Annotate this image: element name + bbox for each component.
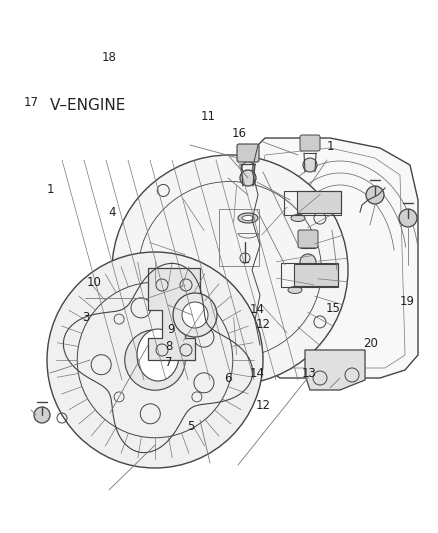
Ellipse shape — [242, 215, 254, 221]
Text: 13: 13 — [301, 367, 316, 379]
Circle shape — [240, 170, 256, 186]
Text: 7: 7 — [165, 356, 173, 369]
Polygon shape — [148, 268, 200, 360]
Text: 5: 5 — [187, 420, 194, 433]
Text: 19: 19 — [400, 295, 415, 308]
Ellipse shape — [238, 213, 258, 223]
Ellipse shape — [291, 214, 305, 222]
FancyBboxPatch shape — [297, 191, 341, 213]
FancyBboxPatch shape — [298, 230, 318, 248]
Text: V–ENGINE: V–ENGINE — [50, 98, 127, 112]
Text: 1: 1 — [46, 183, 54, 196]
Text: 15: 15 — [325, 302, 340, 314]
Text: 1: 1 — [327, 140, 335, 153]
Text: 10: 10 — [87, 276, 102, 289]
Polygon shape — [255, 138, 418, 378]
FancyBboxPatch shape — [237, 144, 259, 162]
Text: 17: 17 — [24, 96, 39, 109]
Circle shape — [300, 254, 316, 270]
Text: 3: 3 — [82, 311, 89, 324]
Polygon shape — [305, 350, 365, 390]
Text: 20: 20 — [363, 337, 378, 350]
Ellipse shape — [137, 329, 179, 381]
Text: 4: 4 — [108, 206, 116, 219]
Text: 14: 14 — [250, 367, 265, 379]
Text: 18: 18 — [102, 51, 117, 64]
Text: 14: 14 — [250, 303, 265, 316]
Circle shape — [399, 209, 417, 227]
FancyBboxPatch shape — [300, 135, 320, 151]
Circle shape — [34, 407, 50, 423]
Polygon shape — [64, 263, 253, 453]
Text: 8: 8 — [165, 340, 172, 353]
Circle shape — [47, 252, 263, 468]
Text: 12: 12 — [255, 318, 270, 330]
Circle shape — [173, 293, 217, 337]
Text: 11: 11 — [201, 110, 215, 123]
Circle shape — [125, 330, 185, 390]
Text: 9: 9 — [167, 323, 175, 336]
Circle shape — [182, 302, 208, 328]
Circle shape — [366, 186, 384, 204]
Text: 16: 16 — [231, 127, 246, 140]
FancyBboxPatch shape — [294, 264, 338, 286]
Ellipse shape — [288, 287, 302, 294]
Text: 12: 12 — [255, 399, 270, 411]
Text: 6: 6 — [224, 372, 232, 385]
Ellipse shape — [112, 155, 348, 385]
Circle shape — [303, 158, 317, 172]
